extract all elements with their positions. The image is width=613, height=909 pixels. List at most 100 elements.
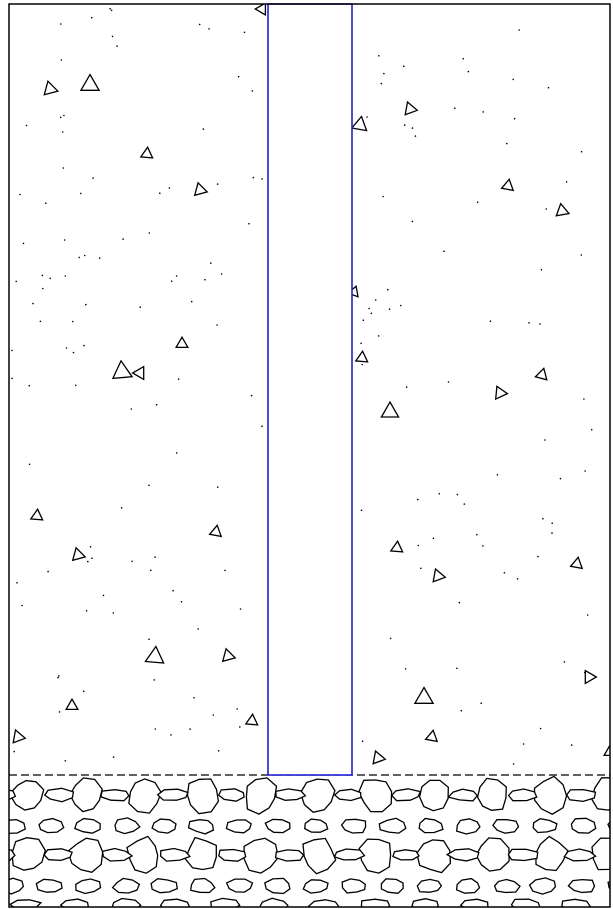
sand-dot	[378, 55, 380, 57]
sand-dot	[237, 75, 240, 78]
sand-dot	[528, 322, 530, 324]
rubble-stone	[561, 898, 592, 907]
rubble-stone	[447, 788, 479, 802]
aggregate-triangle	[221, 647, 237, 663]
sand-dot	[454, 107, 456, 109]
rubble-stone	[507, 788, 538, 802]
sand-dot	[537, 555, 539, 558]
sand-dot	[83, 254, 86, 257]
rubble-stone	[476, 777, 507, 811]
sand-dot	[438, 493, 441, 495]
rubble-stone	[100, 789, 130, 802]
sand-dot	[193, 697, 195, 699]
aggregate-triangle	[111, 359, 134, 380]
sand-dot	[239, 726, 241, 728]
sand-dot	[460, 709, 463, 712]
rubble-stone	[9, 849, 16, 862]
aggregate-triangle	[139, 145, 154, 159]
sand-dot	[22, 242, 25, 245]
rubble-stone	[35, 878, 63, 893]
sand-dot	[110, 9, 113, 12]
sand-dot	[545, 208, 547, 210]
sand-dot	[112, 612, 115, 614]
rubble-stone	[9, 818, 27, 835]
sand-dot	[216, 486, 219, 488]
rubble-stone	[418, 779, 449, 812]
sand-dot	[189, 728, 191, 730]
aggregate-triangle	[29, 507, 44, 521]
rubble-stone	[9, 899, 43, 907]
sand-dot	[216, 324, 218, 326]
sand-dot	[90, 16, 93, 19]
sand-dot	[570, 744, 573, 746]
rubble-stone	[156, 788, 189, 801]
rubble-stone	[360, 898, 391, 907]
rubble-stone	[275, 788, 307, 801]
aggregate-triangle	[500, 178, 515, 192]
rubble-stone	[302, 879, 329, 894]
rubble-stone	[333, 848, 366, 861]
rubble-stones	[9, 775, 610, 907]
aggregate-triangle	[208, 524, 223, 538]
rubble-stone	[340, 818, 367, 834]
sand-dot	[78, 256, 80, 259]
rubble-stone	[111, 897, 142, 907]
sand-dot	[92, 177, 94, 179]
sand-dot	[482, 111, 485, 113]
aggregate-triangle	[354, 349, 369, 363]
sand-dot	[42, 287, 44, 290]
sand-dot	[63, 239, 66, 241]
rubble-stone	[11, 837, 47, 871]
aggregate-triangle	[569, 556, 584, 570]
sand-dot	[456, 667, 458, 670]
sand-dot	[248, 222, 250, 225]
rubble-stone	[217, 788, 245, 802]
aggregate-triangle	[555, 202, 571, 217]
sand-dot	[208, 28, 210, 30]
rubble-stone	[392, 849, 420, 861]
rubble-stone	[184, 836, 217, 871]
rubble-stone	[264, 877, 291, 895]
sand-dot	[261, 178, 263, 180]
sand-dot	[366, 116, 368, 118]
aggregate-triangle	[432, 567, 447, 583]
sand-dot	[387, 288, 389, 291]
sand-dot	[116, 45, 118, 47]
sand-dot	[170, 734, 172, 736]
sand-dot	[374, 299, 377, 301]
rubble-stone	[563, 848, 597, 862]
sand-dot	[210, 262, 212, 264]
aggregate-triangle	[584, 669, 598, 685]
rubble-stone	[43, 787, 75, 803]
sand-dot	[251, 90, 254, 92]
rubble-stone	[264, 818, 291, 834]
sand-dot	[154, 556, 156, 558]
sand-dot	[80, 192, 82, 195]
sand-dot	[63, 114, 65, 117]
sand-dot	[28, 463, 31, 466]
sand-dot	[25, 124, 28, 127]
sand-dot	[411, 127, 414, 129]
sand-dot	[159, 192, 161, 194]
sand-dot	[380, 82, 383, 85]
rubble-stone	[510, 898, 541, 907]
sand-dot	[580, 254, 583, 256]
rubble-stone	[416, 839, 452, 874]
aggregate-triangle	[494, 385, 509, 401]
concrete-aggregate	[12, 4, 610, 765]
sand-dot	[261, 425, 263, 428]
sand-dot	[61, 131, 64, 133]
sand-dot	[15, 280, 17, 283]
rubble-stone	[160, 847, 192, 862]
sand-dot	[16, 582, 18, 584]
sand-dot	[547, 86, 550, 89]
sand-dot	[361, 363, 363, 366]
sand-dot	[377, 335, 380, 337]
rubble-stone	[411, 898, 440, 907]
sand-dot	[456, 493, 459, 496]
sand-dot	[39, 320, 42, 323]
rubble-stone	[307, 899, 340, 907]
sand-dot	[539, 323, 541, 325]
sand-dot	[360, 342, 362, 345]
